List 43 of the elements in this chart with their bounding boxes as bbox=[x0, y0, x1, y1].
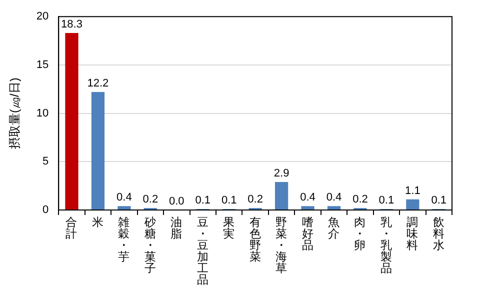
x-tick-label: 油脂 bbox=[170, 216, 183, 240]
y-tick-label: 0 bbox=[42, 204, 49, 216]
bar bbox=[406, 199, 420, 210]
x-tick-label: 嗜好品 bbox=[302, 216, 314, 252]
data-label: 12.2 bbox=[87, 78, 109, 90]
x-tick-label: 雑穀・芋 bbox=[118, 216, 130, 264]
x-tick-label: 魚介 bbox=[328, 216, 340, 240]
x-tick-label: 合計 bbox=[66, 216, 78, 240]
bar bbox=[91, 92, 105, 210]
y-tick-label: 10 bbox=[36, 107, 49, 120]
y-tick-label: 20 bbox=[36, 10, 49, 23]
data-label: 0.4 bbox=[116, 192, 132, 204]
x-tick-label: 有色野菜 bbox=[249, 216, 262, 264]
x-tick-label: 果実 bbox=[223, 216, 236, 240]
bar bbox=[274, 182, 288, 210]
x-tick-label: 野菜・海草 bbox=[276, 216, 288, 275]
data-label: 0.2 bbox=[142, 194, 158, 206]
x-tick-label: 米 bbox=[92, 216, 104, 229]
data-label: 0.1 bbox=[221, 194, 237, 207]
data-label: 2.9 bbox=[274, 167, 290, 180]
x-tick-label: 豆・豆加工品 bbox=[196, 216, 209, 286]
x-tick-label: 砂糖・菓子 bbox=[143, 216, 156, 275]
y-tick-label: 5 bbox=[42, 156, 49, 168]
y-axis-title: 摂取量(㎍/日) bbox=[8, 78, 22, 149]
data-label: 0.2 bbox=[352, 194, 368, 206]
bar bbox=[327, 206, 341, 210]
data-label: 1.1 bbox=[405, 184, 420, 197]
y-tick-label: 15 bbox=[36, 58, 49, 71]
data-label: 0.4 bbox=[300, 192, 316, 204]
data-label: 0.0 bbox=[168, 196, 184, 208]
x-tick-label: 乳・乳製品 bbox=[380, 216, 392, 275]
data-label: 0.1 bbox=[378, 194, 394, 207]
bar bbox=[301, 206, 314, 210]
data-label: 0.4 bbox=[326, 192, 342, 204]
x-tick-label: 肉・卵 bbox=[354, 216, 366, 252]
bar bbox=[118, 206, 131, 210]
bar bbox=[65, 33, 78, 210]
data-label: 18.3 bbox=[61, 18, 82, 31]
data-label: 0.1 bbox=[195, 194, 211, 207]
x-tick-label: 飲料水 bbox=[432, 216, 445, 252]
x-tick-label: 調味料 bbox=[406, 214, 419, 252]
data-label: 0.1 bbox=[431, 194, 447, 207]
data-label: 0.2 bbox=[248, 194, 263, 206]
